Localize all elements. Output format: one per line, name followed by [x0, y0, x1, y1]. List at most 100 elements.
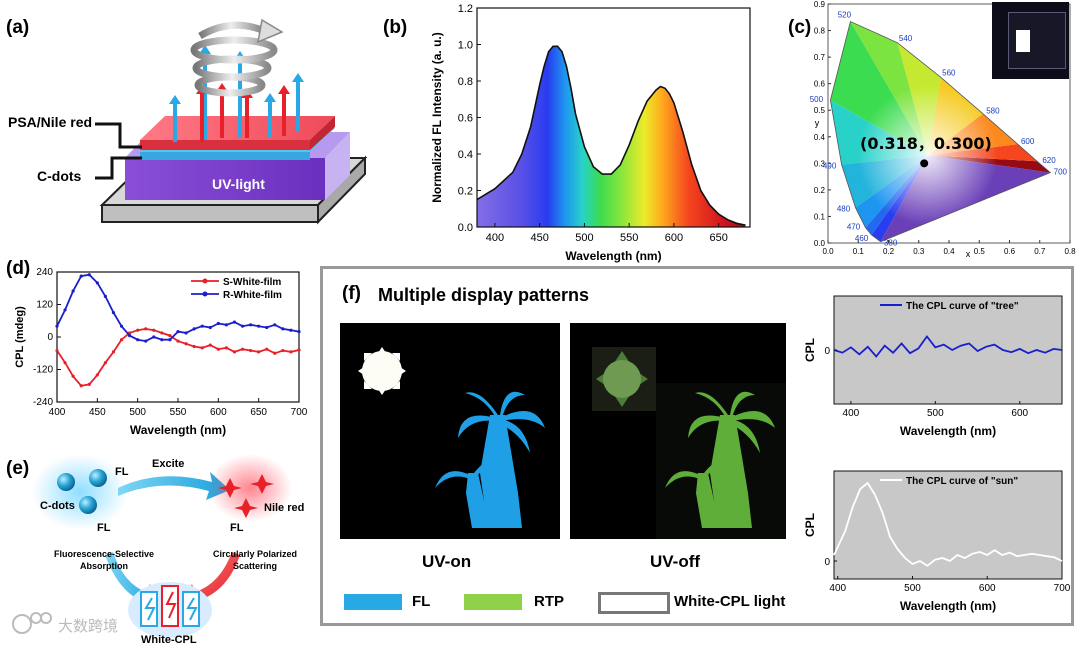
- legend-label: The CPL curve of "sun": [906, 476, 1018, 487]
- tick-label: 0: [824, 557, 830, 568]
- tick-label: 0.0: [458, 222, 473, 234]
- data-point: [273, 323, 277, 327]
- data-point: [95, 281, 99, 285]
- tick-label: 0.3: [814, 159, 826, 168]
- data-point: [265, 325, 269, 330]
- excite-label: Excite: [152, 458, 185, 470]
- data-point: [176, 329, 180, 334]
- locus-wavelength-label: 480: [837, 205, 851, 214]
- tick-label: 600: [979, 583, 996, 594]
- tick-label: -120: [33, 365, 53, 376]
- x-axis-label: Wavelength (nm): [565, 249, 661, 263]
- fl-label-1: FL: [115, 466, 129, 478]
- uv-off-photo: [570, 323, 786, 539]
- tick-label: 600: [210, 407, 227, 418]
- white-cpl-icon: [128, 582, 212, 638]
- white-cpl-label: White-CPL: [141, 634, 197, 646]
- locus-wavelength-label: 540: [899, 34, 913, 43]
- legend-fl-swatch: [344, 594, 402, 610]
- data-point: [257, 350, 261, 354]
- cie-coordinate-point: [920, 159, 929, 168]
- y-axis-label: Normalized FL Intensity (a. u.): [430, 32, 444, 202]
- psa-nile-red-layer: [140, 116, 335, 150]
- data-point: [184, 331, 188, 335]
- tick-label: 650: [709, 232, 727, 244]
- tick-label: 0.2: [458, 186, 473, 198]
- cie-chromaticity-chart: 0.0 0.1 0.2 0.3 0.4 0.5 0.6 0.7 0.8 0.0 0.1 0.2 0.3 0…: [810, 0, 1076, 259]
- data-point: [168, 334, 172, 338]
- data-point: [79, 384, 83, 388]
- sun-pattern-rtp-icon: [596, 351, 648, 407]
- tick-label: 0: [47, 332, 53, 343]
- locus-wavelength-label: 490: [823, 162, 837, 171]
- tick-label: 500: [129, 407, 146, 418]
- fl-label-3: FL: [230, 522, 244, 534]
- plot-frame: [833, 295, 1063, 405]
- device-schematic: [95, 18, 368, 225]
- layer-label-cdots: C-dots: [37, 168, 82, 184]
- data-point: [119, 324, 124, 328]
- scattering-caption-line2: Scattering: [232, 561, 277, 571]
- y-axis-label: CPL: [803, 513, 817, 537]
- cpl-films-chart: 400 450 500 550 600 650 700 -240 -120 0 120 240 Wave…: [14, 267, 308, 437]
- absorption-caption: Fluorescence-Selective Absorption: [44, 548, 164, 572]
- tick-label: 0.2: [814, 186, 826, 195]
- data-point: [232, 350, 237, 354]
- locus-wavelength-label: 560: [942, 68, 956, 77]
- data-point: [168, 338, 172, 342]
- panel-a-label: (a): [6, 17, 30, 38]
- tick-label: 450: [89, 407, 106, 418]
- fl-label-2: FL: [97, 522, 111, 534]
- legend-fl-label: FL: [412, 593, 431, 610]
- layer-label-connectors: [95, 122, 142, 180]
- data-point: [71, 289, 75, 293]
- data-point: [240, 324, 245, 328]
- data-point: [184, 342, 188, 346]
- uv-on-label: UV-on: [422, 552, 472, 571]
- data-point: [152, 328, 156, 332]
- scattering-caption: Circularly Polarized Scattering: [200, 548, 310, 572]
- legend-label: S-White-film: [223, 277, 281, 288]
- x-axis-label: Wavelength (nm): [130, 423, 226, 437]
- tick-label: 0.7: [1034, 247, 1046, 256]
- film-photo-inset: [992, 2, 1069, 79]
- tick-label: 400: [486, 232, 504, 244]
- data-point: [63, 308, 67, 312]
- data-point: [297, 348, 301, 352]
- spectrum-area: [477, 46, 746, 227]
- data-point: [87, 273, 91, 277]
- circular-polarization-swirl-icon: [190, 18, 284, 97]
- tick-label: 450: [530, 232, 548, 244]
- tick-label: 700: [1054, 583, 1071, 594]
- data-point: [289, 350, 293, 354]
- cie-point-label: (0.318，0.300): [860, 134, 992, 153]
- tick-label: 400: [829, 583, 846, 594]
- data-point: [249, 323, 253, 327]
- data-point: [224, 323, 228, 327]
- data-point: [55, 348, 59, 353]
- tick-label: -240: [33, 397, 53, 408]
- watermark-text: 大数跨境: [58, 617, 119, 635]
- data-point: [216, 347, 220, 351]
- tick-label: 0.8: [1064, 247, 1076, 256]
- data-point: [297, 329, 301, 334]
- tick-label: 0.9: [814, 0, 826, 9]
- plot-frame: [833, 470, 1063, 580]
- tick-label: 1.2: [458, 3, 473, 15]
- nile-red-cluster-icon: [208, 454, 292, 522]
- locus-wavelength-label: 620: [1042, 156, 1056, 165]
- data-point: [71, 374, 75, 378]
- data-point: [128, 334, 132, 338]
- palm-tree-fl-icon: [435, 391, 545, 528]
- series-line-s-white-film: [56, 327, 300, 387]
- tick-label: 0.4: [943, 247, 955, 256]
- tick-label: 0.0: [822, 247, 834, 256]
- y-axis-label: CPL (mdeg): [14, 306, 26, 368]
- data-point: [192, 327, 196, 331]
- data-point: [144, 339, 148, 343]
- data-point: [63, 361, 67, 365]
- tick-label: 700: [291, 407, 308, 418]
- legend-white-swatch: [598, 592, 670, 614]
- tick-label: 500: [904, 583, 921, 594]
- data-point: [249, 348, 253, 353]
